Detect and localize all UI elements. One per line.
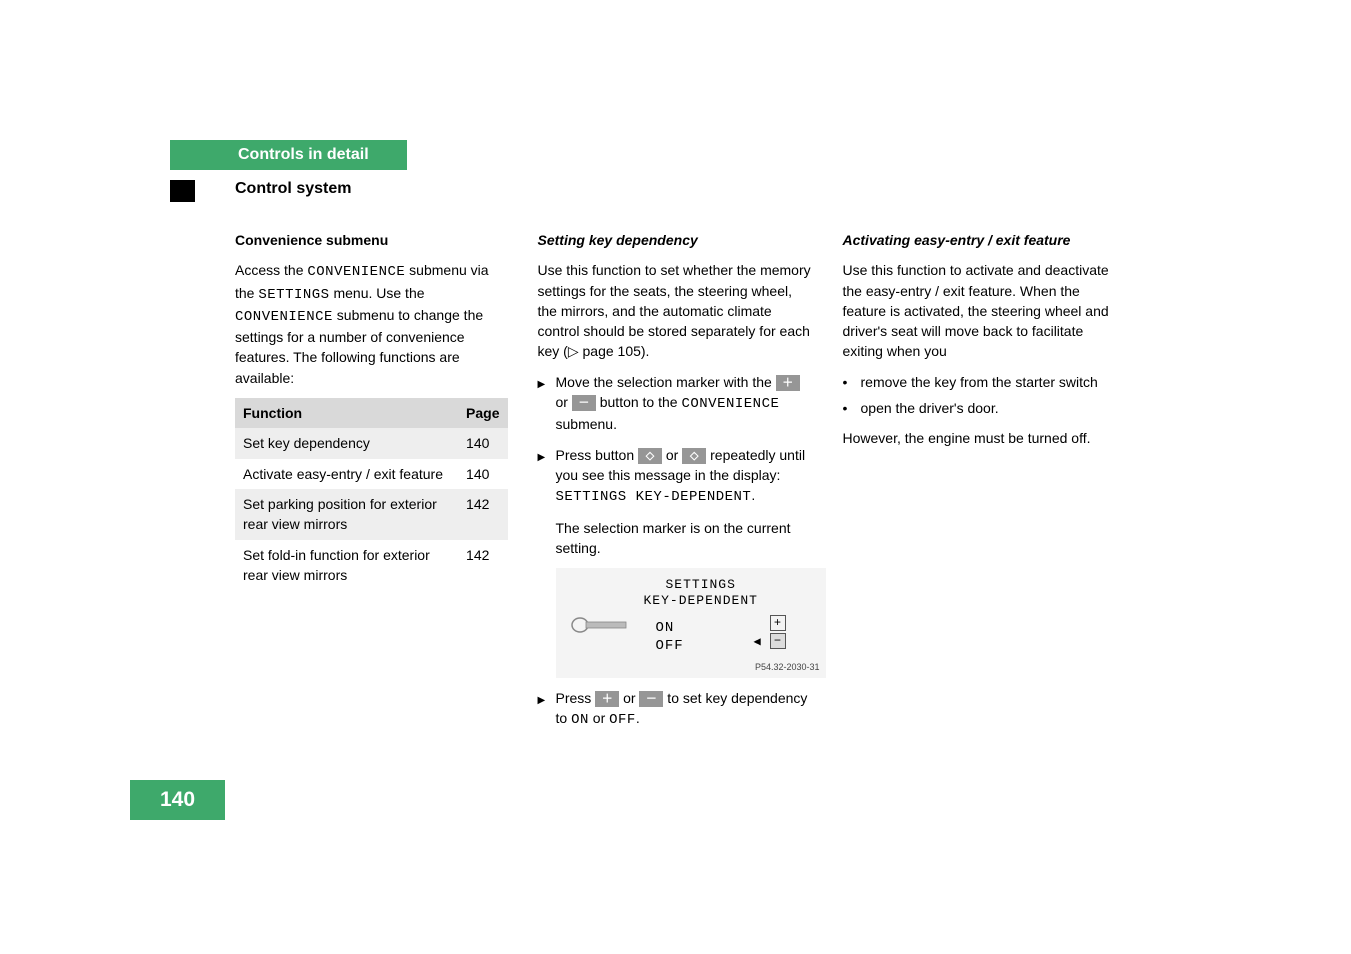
column-setting-key-dependency: Setting key dependency Use this function…	[538, 230, 813, 741]
table-row: Set key dependency 140	[235, 428, 508, 458]
functions-table: Function Page Set key dependency 140 Act…	[235, 398, 508, 590]
mono-convenience: CONVENIENCE	[235, 309, 333, 325]
mono-convenience: CONVENIENCE	[307, 264, 405, 280]
table-row: Set fold-in function for exterior rear v…	[235, 540, 508, 591]
list-item: open the driver's door.	[843, 398, 1116, 418]
selection-marker-icon: ◀	[754, 634, 761, 651]
cell-page: 142	[458, 540, 507, 591]
col2-heading: Setting key dependency	[538, 230, 813, 250]
cell-page: 140	[458, 459, 507, 489]
column-convenience-submenu: Convenience submenu Access the CONVENIEN…	[235, 230, 508, 741]
mono-settings: SETTINGS	[258, 287, 329, 303]
step-result: The selection marker is on the current s…	[556, 518, 813, 559]
table-row: Activate easy-entry / exit feature 140	[235, 459, 508, 489]
instruction-step: Move the selection marker with the ＋ or …	[538, 372, 813, 435]
table-row: Set parking position for exterior rear v…	[235, 489, 508, 540]
section-title: Control system	[235, 180, 351, 198]
instrument-display-graphic: SETTINGS KEY-DEPENDENT ON OFF ◀ + − P54.…	[556, 568, 826, 678]
col3-bullet-list: remove the key from the starter switch o…	[843, 372, 1116, 419]
down-button-icon: ◇	[682, 448, 706, 464]
th-function: Function	[235, 398, 458, 428]
cell-function: Set key dependency	[235, 428, 458, 458]
page-number-badge: 140	[130, 780, 225, 820]
display-plus-icon: +	[770, 615, 786, 631]
step-arrow-icon	[538, 688, 556, 731]
instruction-step: Press ＋ or － to set key depen­dency to O…	[538, 688, 813, 731]
display-minus-icon: −	[770, 633, 786, 649]
page-content: Convenience submenu Access the CONVENIEN…	[235, 230, 1115, 741]
step-arrow-icon	[538, 372, 556, 435]
minus-button-icon: －	[639, 691, 663, 707]
cell-page: 142	[458, 489, 507, 540]
col2-intro: Use this function to set whether the mem…	[538, 260, 813, 361]
col3-intro: Use this function to activate and deacti…	[843, 260, 1116, 361]
step-body: Press ＋ or － to set key depen­dency to O…	[556, 688, 813, 731]
mono-settings-key-dependent: SETTINGS KEY-DEPENDENT	[556, 489, 752, 505]
plus-button-icon: ＋	[776, 375, 800, 391]
list-item: remove the key from the starter switch	[843, 372, 1116, 392]
step-arrow-icon	[538, 445, 556, 508]
mono-convenience: CONVENIENCE	[681, 396, 779, 412]
chapter-title: Controls in detail	[238, 146, 369, 163]
instruction-step: Press button ◇ or ◇ repeatedly until you…	[538, 445, 813, 508]
table-header-row: Function Page	[235, 398, 508, 428]
display-option-off: OFF	[656, 636, 684, 656]
display-line2: KEY-DEPENDENT	[644, 592, 758, 611]
cell-function: Activate easy-entry / exit feature	[235, 459, 458, 489]
col1-intro: Access the CONVENIENCE submenu via the S…	[235, 260, 508, 388]
col3-heading: Activating easy-entry / exit feature	[843, 230, 1116, 250]
col1-heading: Convenience submenu	[235, 230, 508, 250]
up-button-icon: ◇	[638, 448, 662, 464]
th-page: Page	[458, 398, 507, 428]
mono-off: OFF	[609, 712, 636, 728]
plus-button-icon: ＋	[595, 691, 619, 707]
col3-note: However, the engine must be turned off.	[843, 428, 1116, 448]
minus-button-icon: －	[572, 395, 596, 411]
section-tab-marker	[170, 180, 195, 202]
cell-page: 140	[458, 428, 507, 458]
column-easy-entry-exit: Activating easy-entry / exit feature Use…	[843, 230, 1116, 741]
step-body: Move the selection marker with the ＋ or …	[556, 372, 813, 435]
key-icon	[570, 616, 628, 634]
cell-function: Set fold-in function for exterior rear v…	[235, 540, 458, 591]
cell-function: Set parking position for exterior rear v…	[235, 489, 458, 540]
mono-on: ON	[571, 712, 589, 728]
step-body: Press button ◇ or ◇ repeatedly until you…	[556, 445, 813, 508]
image-reference-number: P54.32-2030-31	[755, 661, 820, 674]
chapter-title-bar: Controls in detail	[170, 140, 407, 170]
page-number: 140	[160, 788, 195, 811]
